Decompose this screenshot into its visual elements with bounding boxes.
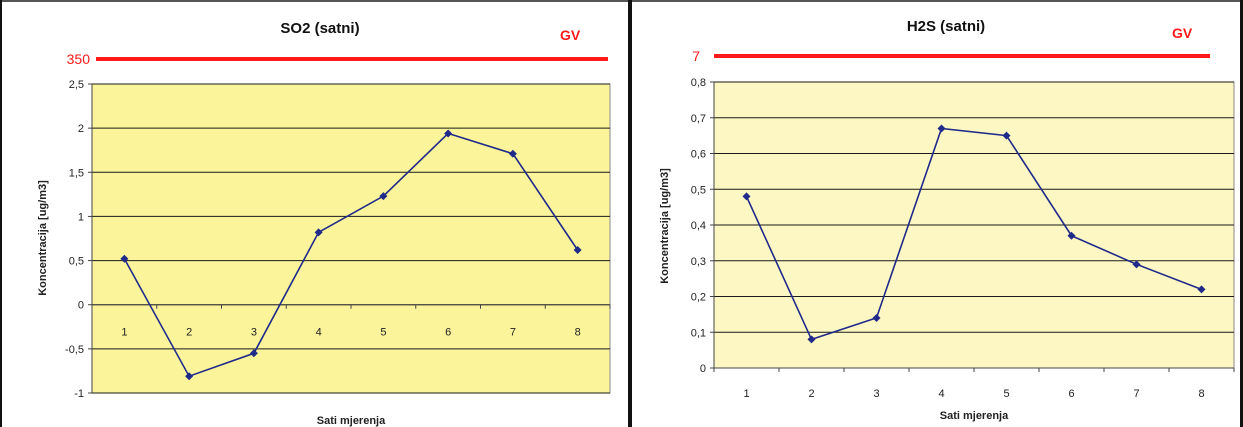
y-tick-label: -1: [74, 388, 84, 400]
limit-value-label: 7: [692, 48, 700, 64]
x-tick-label: 3: [873, 388, 879, 400]
data-point: [1002, 131, 1011, 140]
data-point: [185, 372, 194, 381]
x-tick-label: 4: [938, 388, 944, 400]
y-tick-label: 0,5: [69, 256, 84, 268]
x-tick-label: 5: [1003, 388, 1009, 400]
x-tick-label: 2: [808, 388, 814, 400]
y-tick-label: 0,3: [691, 256, 706, 268]
y-tick-label: 0,4: [691, 220, 706, 232]
y-tick-label: 0,2: [691, 292, 706, 304]
frame-right-border: [1240, 0, 1243, 427]
plot-area: [91, 83, 611, 394]
y-tick-label: 0,5: [691, 184, 706, 196]
y-tick-label: 0,7: [691, 113, 706, 125]
data-point: [249, 349, 258, 358]
x-tick-label: 3: [251, 327, 257, 339]
y-tick-label: 0,8: [691, 77, 706, 89]
data-point: [314, 228, 323, 237]
x-tick-label: 6: [1068, 388, 1074, 400]
y-tick-label: 1: [78, 211, 84, 223]
chart-h2s: H2S (satni) GV 7 0,8 0,7 0,6 0,5 0,4 0,3 0,2 0,1 0 1…: [659, 18, 1235, 422]
y-tick-label: -0,5: [65, 344, 84, 356]
chart-title: H2S (satni): [907, 18, 985, 35]
y-tick-label: 2: [78, 123, 84, 135]
limit-label: GV: [560, 27, 581, 43]
y-tick-label: 0,1: [691, 327, 706, 339]
data-point: [379, 192, 388, 201]
chart-so2: SO2 (satni) GV 350 2,5 2 1,5 1 0,5 0 -0,5 -1 1 2 3 4 5 6…: [37, 20, 611, 427]
data-point: [742, 192, 751, 201]
data-point: [444, 129, 453, 138]
x-tick-label: 7: [510, 327, 516, 339]
x-tick-label: 5: [380, 327, 386, 339]
data-point: [573, 245, 582, 254]
x-axis-label: Sati mjerenja: [940, 410, 1009, 422]
data-point: [1132, 260, 1141, 269]
data-point: [937, 124, 946, 133]
limit-label: GV: [1172, 25, 1193, 41]
data-point: [508, 149, 517, 158]
y-axis-label: Koncentracija [ug/m3]: [37, 180, 49, 296]
data-point: [1067, 231, 1076, 240]
data-point: [120, 254, 129, 263]
x-tick-label: 1: [743, 388, 749, 400]
x-tick-label: 1: [121, 327, 127, 339]
y-axis-label: Koncentracija [ug/m3]: [659, 168, 671, 284]
x-tick-label: 8: [575, 327, 581, 339]
series-line: [745, 127, 1202, 341]
panel-divider: [628, 0, 632, 427]
frame-top-border: [0, 0, 1243, 2]
data-point: [1197, 285, 1206, 294]
limit-value-label: 350: [67, 51, 91, 67]
y-tick-label: 0: [700, 363, 706, 375]
series-line: [123, 132, 579, 378]
y-tick-label: 0: [78, 300, 84, 312]
x-tick-label: 6: [445, 327, 451, 339]
x-tick-label: 7: [1133, 388, 1139, 400]
x-axis-label: Sati mjerenja: [317, 415, 386, 427]
x-tick-label: 4: [316, 327, 322, 339]
frame-left-border: [0, 0, 2, 427]
x-tick-label: 8: [1198, 388, 1204, 400]
data-point: [872, 313, 881, 322]
chart-title: SO2 (satni): [280, 20, 359, 37]
y-tick-label: 2,5: [69, 79, 84, 91]
x-tick-label: 2: [186, 327, 192, 339]
data-point: [807, 335, 816, 344]
y-tick-label: 0,6: [691, 149, 706, 161]
y-tick-label: 1,5: [69, 167, 84, 179]
